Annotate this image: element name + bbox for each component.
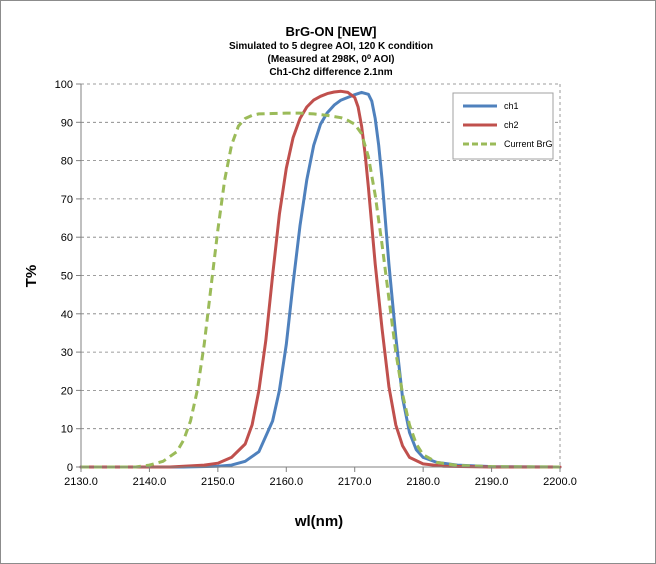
chart-subtitle-line-2: (Measured at 298K, 0⁰ AOI): [267, 54, 394, 65]
chart-subtitle-line-1: Simulated to 5 degree AOI, 120 K conditi…: [229, 41, 433, 52]
x-axis-label: wl(nm): [294, 513, 343, 530]
y-tick-label: 70: [61, 194, 73, 206]
axes: [76, 83, 561, 472]
x-tick-label: 2200.0: [543, 476, 577, 488]
y-tick-label: 80: [61, 156, 73, 168]
x-tick-label: 2150.0: [201, 476, 235, 488]
tick-labels: 0 10 20 30 40 50 60 70 80 90 100 2130.0 2140.0 2150.0…: [55, 79, 577, 488]
x-tick-label: 2170.0: [338, 476, 372, 488]
y-tick-label: 30: [61, 347, 73, 359]
series-line-current-brg: [81, 111, 561, 469]
chart-subtitle-line-3: Ch1-Ch2 difference 2.1nm: [269, 67, 392, 78]
legend-label-ch1: ch1: [504, 101, 519, 111]
legend: ch1 ch2 Current BrG: [452, 92, 554, 160]
y-tick-label: 60: [61, 232, 73, 244]
legend-label-current-brg: Current BrG: [504, 139, 553, 149]
y-tick-label: 100: [55, 79, 73, 91]
series-line-ch2: [79, 89, 562, 469]
y-axis-label: T%: [23, 265, 40, 288]
x-tick-label: 2180.0: [406, 476, 440, 488]
x-tick-label: 2160.0: [269, 476, 303, 488]
series-lines: [79, 89, 562, 469]
x-tick-label: 2190.0: [475, 476, 509, 488]
y-tick-label: 50: [61, 271, 73, 283]
x-tick-label: 2140.0: [133, 476, 167, 488]
chart-title: BrG-ON [NEW]: [286, 24, 377, 39]
y-tick-label: 90: [61, 117, 73, 129]
grid-lines: [81, 83, 561, 467]
y-tick-label: 20: [61, 385, 73, 397]
y-tick-label: 0: [67, 462, 73, 474]
y-tick-label: 40: [61, 309, 73, 321]
legend-label-ch2: ch2: [504, 120, 519, 130]
y-tick-label: 10: [61, 424, 73, 436]
x-tick-label: 2130.0: [64, 476, 98, 488]
